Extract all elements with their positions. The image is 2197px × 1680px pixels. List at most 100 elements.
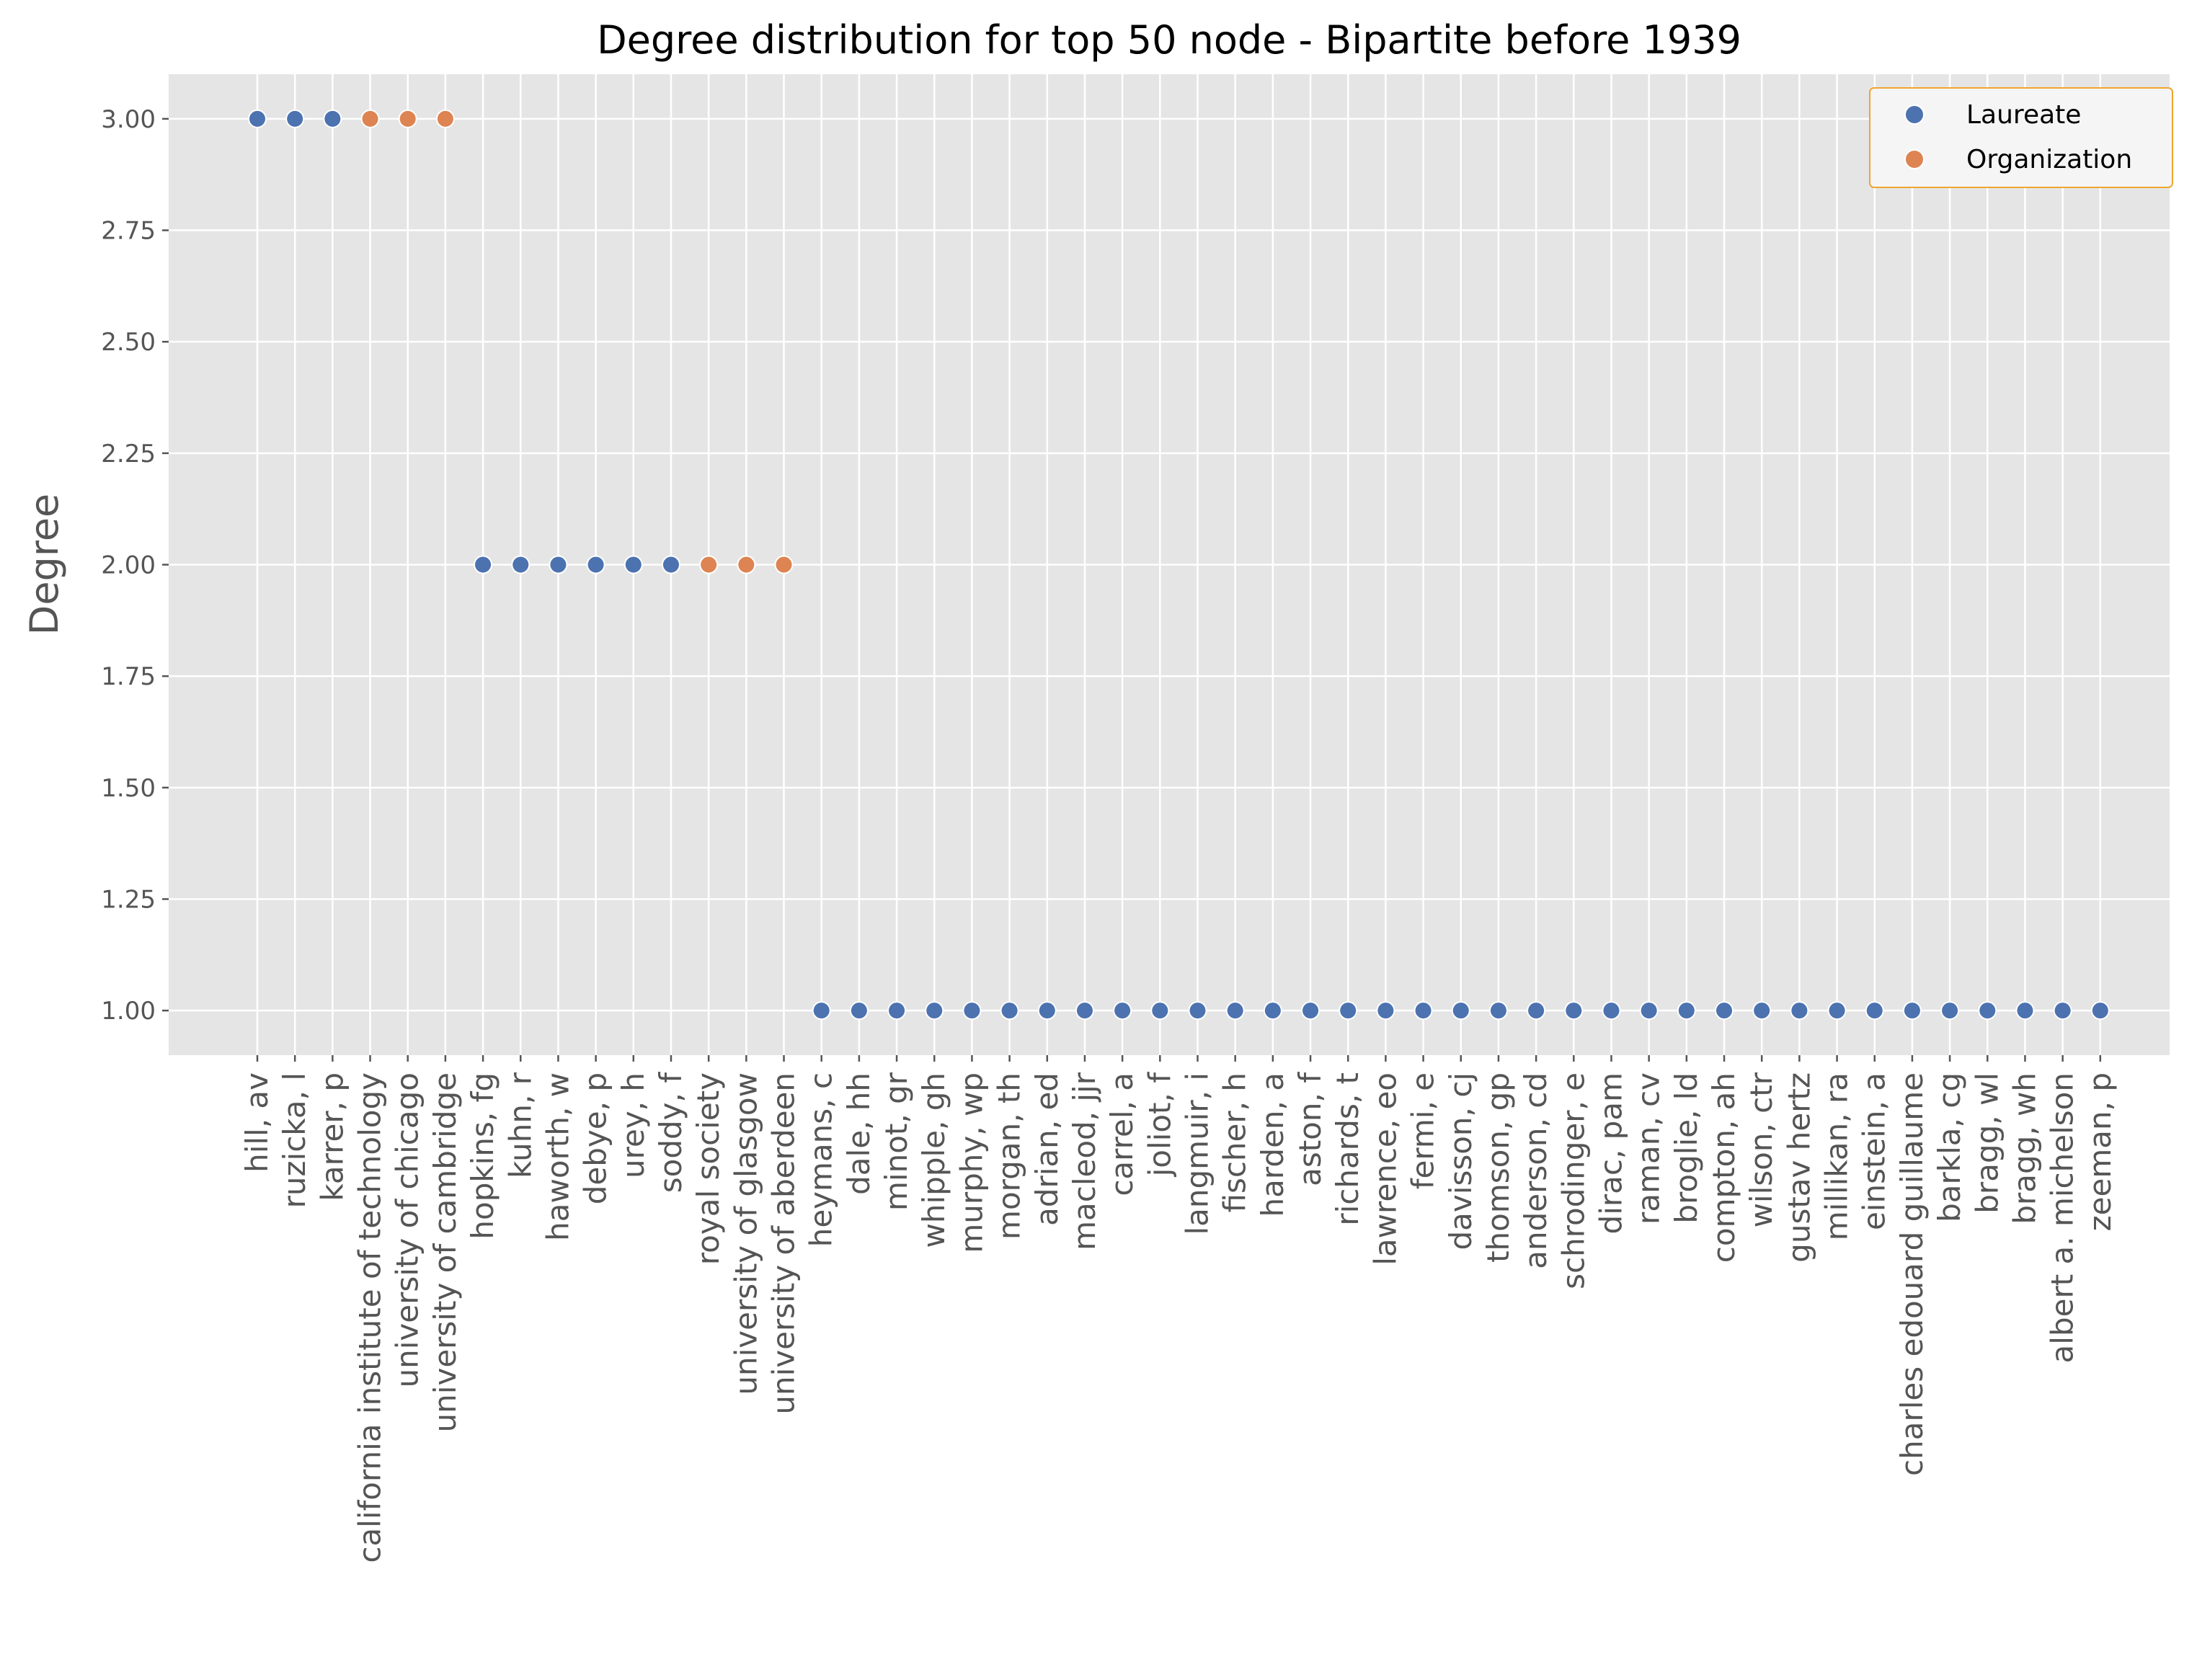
point-whipple-gh [925, 1001, 944, 1021]
legend-box [1869, 87, 2173, 188]
x-tick-label-adrian-ed: adrian, ed [1029, 1072, 1065, 1226]
point-einstein-a [1865, 1001, 1884, 1021]
x-tick-label-bragg-wh: bragg, wh [2007, 1072, 2042, 1225]
x-tick-label-broglie-ld: broglie, ld [1669, 1072, 1704, 1224]
x-tick-label-ruzicka-l: ruzicka, l [277, 1072, 312, 1208]
point-albert-a-michelson [2053, 1001, 2072, 1021]
x-tick-label-wilson-ctr: wilson, ctr [1744, 1072, 1779, 1227]
y-tick-label: 2.75 [101, 217, 156, 246]
x-tick-label-haworth-w: haworth, w [540, 1072, 575, 1241]
chart-title: Degree distribution for top 50 node - Bi… [597, 17, 1741, 63]
point-minot-gr [887, 1001, 907, 1021]
y-tick-label: 1.00 [101, 997, 156, 1026]
point-kuhn-r [511, 555, 531, 574]
point-california-institute-of-technology [360, 109, 380, 128]
x-tick-label-millikan-ra: millikan, ra [1819, 1072, 1855, 1240]
point-adrian-ed [1037, 1001, 1057, 1021]
x-tick-label-heymans-c: heymans, c [804, 1072, 839, 1247]
point-university-of-chicago [398, 109, 417, 128]
x-tick-label-minot-gr: minot, gr [879, 1072, 914, 1211]
point-harden-a [1263, 1001, 1282, 1021]
point-macleod-jjr [1075, 1001, 1094, 1021]
x-tick-label-richards-t: richards, t [1330, 1072, 1365, 1226]
x-tick-label-aston-f: aston, f [1292, 1072, 1328, 1186]
point-university-of-glasgow [737, 555, 756, 574]
y-axis-label: Degree [22, 494, 67, 636]
point-broglie-ld [1677, 1001, 1696, 1021]
point-royal-society [699, 555, 719, 574]
x-tick-label-joliot-f: joliot, f [1142, 1072, 1177, 1178]
y-tick-label: 1.25 [101, 885, 156, 914]
data-points [248, 109, 2110, 1021]
point-university-of-aberdeen [774, 555, 794, 574]
x-tick-label-whipple-gh: whipple, gh [916, 1072, 951, 1248]
y-tick-label: 3.00 [101, 105, 156, 134]
x-tick-label-carrel-a: carrel, a [1104, 1072, 1140, 1196]
x-tick-label-debye-p: debye, p [578, 1072, 613, 1204]
x-tick-label-bragg-wl: bragg, wl [1969, 1072, 2005, 1214]
x-tick-label-lawrence-eo: lawrence, eo [1367, 1072, 1403, 1266]
point-aston-f [1301, 1001, 1321, 1021]
x-tick-label-university-of-chicago: university of chicago [390, 1072, 425, 1388]
point-schrodinger-e [1564, 1001, 1584, 1021]
point-anderson-cd [1527, 1001, 1546, 1021]
x-tick-label-murphy-wp: murphy, wp [954, 1072, 989, 1253]
x-tick-label-university-of-aberdeen: university of aberdeen [766, 1072, 802, 1415]
x-tick-label-california-institute-of-technology: california institute of technology [352, 1072, 388, 1563]
point-langmuir-i [1188, 1001, 1207, 1021]
point-urey-h [623, 555, 643, 574]
point-morgan-th [1000, 1001, 1019, 1021]
x-tick-label-morgan-th: morgan, th [992, 1072, 1027, 1240]
x-tick-label-macleod-jjr: macleod, jjr [1067, 1072, 1102, 1250]
x-tick-label-fermi-e: fermi, e [1406, 1072, 1441, 1189]
y-tick-label: 2.00 [101, 551, 156, 580]
legend-marker-organization [1904, 149, 1925, 169]
x-tick-label-kuhn-r: kuhn, r [502, 1072, 538, 1178]
point-fermi-e [1413, 1001, 1433, 1021]
grid [169, 74, 2170, 1055]
point-ruzicka-l [285, 109, 305, 128]
x-tick-label-charles-edouard-guillaume: charles edouard guillaume [1894, 1072, 1930, 1476]
point-debye-p [586, 555, 605, 574]
x-tick-label-zeeman-p: zeeman, p [2082, 1072, 2118, 1231]
point-haworth-w [549, 555, 568, 574]
point-hill-av [248, 109, 267, 128]
point-lawrence-eo [1376, 1001, 1395, 1021]
point-compton-ah [1715, 1001, 1734, 1021]
x-tick-label-dale-hh: dale, hh [841, 1072, 876, 1195]
point-zeeman-p [2090, 1001, 2110, 1021]
point-heymans-c [812, 1001, 831, 1021]
point-charles-edouard-guillaume [1902, 1001, 1922, 1021]
x-tick-label-anderson-cd: anderson, cd [1518, 1072, 1553, 1269]
x-tick-label-hopkins-fg: hopkins, fg [465, 1072, 500, 1240]
x-tick-label-schrodinger-e: schrodinger, e [1555, 1072, 1591, 1289]
point-millikan-ra [1827, 1001, 1847, 1021]
point-barkla-cg [1940, 1001, 1960, 1021]
x-tick-label-gustav-hertz: gustav hertz [1781, 1072, 1816, 1263]
point-gustav-hertz [1790, 1001, 1809, 1021]
x-tick-label-karrer-p: karrer, p [314, 1072, 350, 1201]
y-tick-label: 2.25 [101, 440, 156, 468]
point-richards-t [1339, 1001, 1358, 1021]
x-tick-label-hill-av: hill, av [239, 1072, 275, 1173]
y-tick-label: 2.50 [101, 328, 156, 357]
x-tick-label-royal-society: royal society [691, 1072, 726, 1265]
legend-marker-laureate [1904, 105, 1925, 125]
x-tick-label-soddy-f: soddy, f [653, 1072, 688, 1193]
y-tick-label: 1.50 [101, 774, 156, 803]
x-tick-label-university-of-cambridge: university of cambridge [427, 1072, 463, 1432]
axis-ticks: 1.00 1.25 1.50 1.75 2.00 2.25 2.50 2.75 3.00 hill… [101, 105, 2118, 1563]
x-tick-label-dirac-pam: dirac, pam [1593, 1072, 1628, 1234]
point-carrel-a [1113, 1001, 1132, 1021]
point-thomson-gp [1488, 1001, 1508, 1021]
x-tick-label-harden-a: harden, a [1255, 1072, 1290, 1217]
point-fischer-h [1225, 1001, 1245, 1021]
point-university-of-cambridge [435, 109, 455, 128]
x-tick-label-einstein-a: einstein, a [1857, 1072, 1892, 1230]
point-dale-hh [849, 1001, 869, 1021]
x-tick-label-barkla-cg: barkla, cg [1932, 1072, 1967, 1222]
x-tick-label-urey-h: urey, h [616, 1072, 651, 1178]
point-murphy-wp [962, 1001, 982, 1021]
point-soddy-f [661, 555, 680, 574]
